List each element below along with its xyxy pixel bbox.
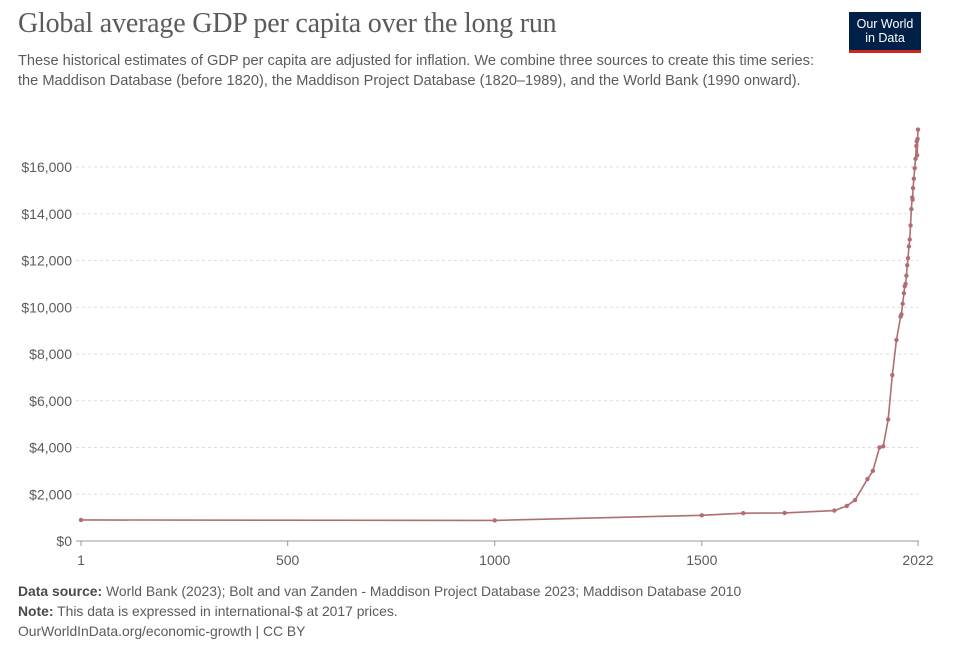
data-point bbox=[907, 237, 912, 242]
data-point bbox=[852, 497, 858, 503]
data-point bbox=[910, 197, 915, 202]
data-point bbox=[699, 513, 705, 518]
owid-logo[interactable]: Our World in Data bbox=[849, 12, 921, 53]
y-tick-label: $0 bbox=[56, 533, 72, 549]
data-point bbox=[913, 156, 918, 162]
data-point bbox=[915, 127, 921, 132]
note-label: Note: bbox=[18, 603, 54, 619]
x-tick-label: 1 bbox=[77, 552, 85, 568]
data-point bbox=[741, 510, 746, 516]
data-point bbox=[885, 417, 891, 422]
logo-line1: Our World bbox=[856, 17, 914, 31]
series-line bbox=[80, 129, 919, 522]
data-point bbox=[906, 244, 912, 249]
x-tick-label: 1000 bbox=[479, 552, 510, 568]
data-point bbox=[915, 136, 920, 142]
y-tick-label: $4,000 bbox=[29, 440, 72, 456]
data-point bbox=[901, 291, 907, 296]
y-tick-label: $6,000 bbox=[29, 393, 72, 409]
data-point bbox=[905, 262, 910, 268]
data-point bbox=[877, 445, 882, 450]
data-point bbox=[865, 476, 870, 482]
data-point bbox=[905, 255, 911, 261]
chart-footer: Data source: World Bank (2023); Bolt and… bbox=[18, 581, 741, 641]
note-line: Note: This data is expressed in internat… bbox=[18, 601, 741, 621]
y-tick-label: $10,000 bbox=[21, 299, 72, 315]
data-point bbox=[914, 153, 920, 158]
data-point bbox=[914, 143, 919, 149]
data-point bbox=[912, 165, 917, 171]
data-point bbox=[844, 503, 849, 509]
data-point bbox=[881, 444, 886, 449]
data-point bbox=[899, 312, 904, 317]
x-tick-label: 1500 bbox=[686, 552, 717, 568]
data-point bbox=[890, 372, 895, 378]
y-tick-label: $12,000 bbox=[21, 253, 72, 269]
data-source-text: World Bank (2023); Bolt and van Zanden -… bbox=[106, 583, 742, 599]
y-tick-label: $14,000 bbox=[21, 206, 72, 222]
data-point bbox=[832, 508, 837, 513]
data-point bbox=[910, 185, 916, 191]
data-point bbox=[909, 206, 914, 212]
y-tick-label: $16,000 bbox=[21, 159, 72, 175]
source-link[interactable]: OurWorldInData.org/economic-growth | CC … bbox=[18, 623, 306, 639]
data-point bbox=[900, 301, 905, 306]
data-point bbox=[911, 176, 917, 181]
note-text: This data is expressed in international-… bbox=[57, 603, 398, 619]
data-point bbox=[782, 510, 787, 516]
data-point bbox=[904, 273, 909, 278]
data-source-label: Data source: bbox=[18, 583, 103, 599]
y-tick-label: $2,000 bbox=[29, 486, 72, 502]
data-point bbox=[903, 281, 908, 287]
data-point bbox=[908, 223, 913, 228]
chart-title: Global average GDP per capita over the l… bbox=[18, 8, 557, 39]
data-point bbox=[492, 518, 497, 523]
x-tick-label: 500 bbox=[276, 552, 300, 568]
line-chart: $0 $2,000 $4,000 $6,000 $8,000 $10,000 $12,000… bbox=[21, 127, 934, 568]
data-point bbox=[894, 337, 899, 343]
x-tick-label: 2022 bbox=[902, 552, 933, 568]
logo-line2: in Data bbox=[865, 31, 905, 45]
data-point bbox=[870, 468, 876, 474]
data-point bbox=[78, 517, 84, 523]
data-source-line: Data source: World Bank (2023); Bolt and… bbox=[18, 581, 741, 601]
y-tick-label: $8,000 bbox=[29, 346, 72, 362]
chart-subtitle: These historical estimates of GDP per ca… bbox=[18, 53, 815, 89]
